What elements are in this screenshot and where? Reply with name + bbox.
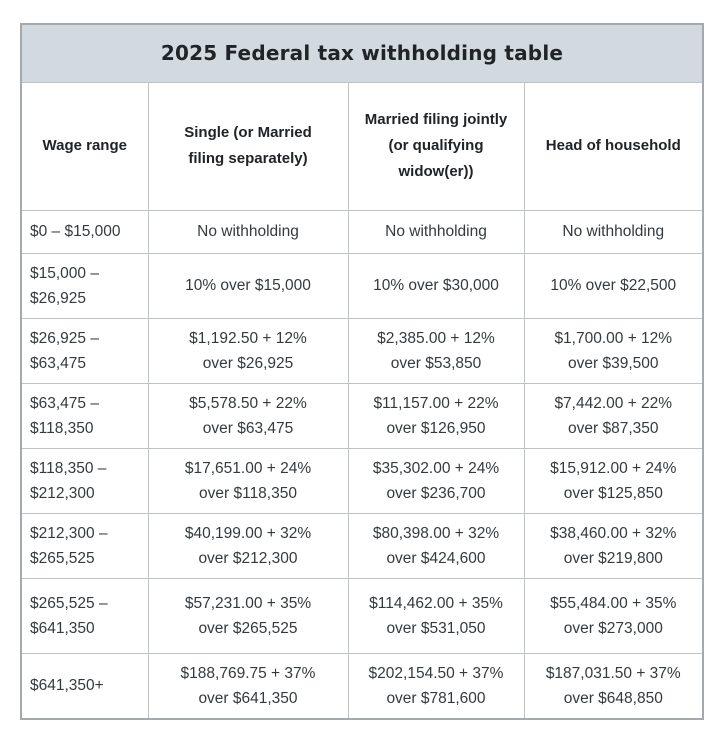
single-cell: $1,192.50 + 12% over $26,925 — [147, 317, 349, 384]
married-jointly-cell: $35,302.00 + 24% over $236,700 — [347, 447, 525, 514]
married-jointly-cell: $11,157.00 + 22% over $126,950 — [347, 382, 525, 449]
single-cell: $188,769.75 + 37% over $641,350 — [147, 652, 349, 720]
table-row: $212,300 – $265,525 $40,199.00 + 32% ove… — [20, 512, 704, 579]
head-of-household-cell: 10% over $22,500 — [523, 252, 704, 319]
head-of-household-cell: $55,484.00 + 35% over $273,000 — [523, 577, 704, 654]
wage-range-cell: $118,350 – $212,300 — [20, 447, 149, 514]
table-row: $15,000 – $26,925 10% over $15,000 10% o… — [20, 252, 704, 319]
column-header-head-of-household: Head of household — [523, 81, 704, 211]
table-title: 2025 Federal tax withholding table — [20, 23, 704, 83]
wage-range-cell: $63,475 – $118,350 — [20, 382, 149, 449]
table-row: $0 – $15,000 No withholding No withholdi… — [20, 209, 704, 254]
head-of-household-cell: $187,031.50 + 37% over $648,850 — [523, 652, 704, 720]
married-jointly-cell: No withholding — [347, 209, 525, 254]
wage-range-cell: $265,525 – $641,350 — [20, 577, 149, 654]
single-cell: $57,231.00 + 35% over $265,525 — [147, 577, 349, 654]
single-cell: $5,578.50 + 22% over $63,475 — [147, 382, 349, 449]
table-row: $265,525 – $641,350 $57,231.00 + 35% ove… — [20, 577, 704, 654]
head-of-household-cell: $15,912.00 + 24% over $125,850 — [523, 447, 704, 514]
table-row: $118,350 – $212,300 $17,651.00 + 24% ove… — [20, 447, 704, 514]
column-header-wage-range: Wage range — [20, 81, 149, 211]
single-cell: No withholding — [147, 209, 349, 254]
head-of-household-cell: $38,460.00 + 32% over $219,800 — [523, 512, 704, 579]
wage-range-cell: $641,350+ — [20, 652, 149, 720]
wage-range-cell: $212,300 – $265,525 — [20, 512, 149, 579]
married-jointly-cell: $114,462.00 + 35% over $531,050 — [347, 577, 525, 654]
head-of-household-cell: $7,442.00 + 22% over $87,350 — [523, 382, 704, 449]
federal-tax-withholding-table: 2025 Federal tax withholding table Wage … — [20, 23, 705, 720]
table-row: $26,925 – $63,475 $1,192.50 + 12% over $… — [20, 317, 704, 384]
column-header-married-jointly: Married filing jointly (or qualifying wi… — [347, 81, 525, 211]
married-jointly-cell: $80,398.00 + 32% over $424,600 — [347, 512, 525, 579]
table-row: $641,350+ $188,769.75 + 37% over $641,35… — [20, 652, 704, 720]
table-row: $63,475 – $118,350 $5,578.50 + 22% over … — [20, 382, 704, 449]
table-header-row: Wage range Single (or Married filing sep… — [20, 81, 704, 211]
column-header-single: Single (or Married filing separately) — [147, 81, 349, 211]
single-cell: 10% over $15,000 — [147, 252, 349, 319]
married-jointly-cell: $2,385.00 + 12% over $53,850 — [347, 317, 525, 384]
married-jointly-cell: $202,154.50 + 37% over $781,600 — [347, 652, 525, 720]
table-title-row: 2025 Federal tax withholding table — [20, 23, 704, 83]
head-of-household-cell: $1,700.00 + 12% over $39,500 — [523, 317, 704, 384]
married-jointly-cell: 10% over $30,000 — [347, 252, 525, 319]
head-of-household-cell: No withholding — [523, 209, 704, 254]
single-cell: $17,651.00 + 24% over $118,350 — [147, 447, 349, 514]
wage-range-cell: $0 – $15,000 — [20, 209, 149, 254]
single-cell: $40,199.00 + 32% over $212,300 — [147, 512, 349, 579]
wage-range-cell: $26,925 – $63,475 — [20, 317, 149, 384]
wage-range-cell: $15,000 – $26,925 — [20, 252, 149, 319]
